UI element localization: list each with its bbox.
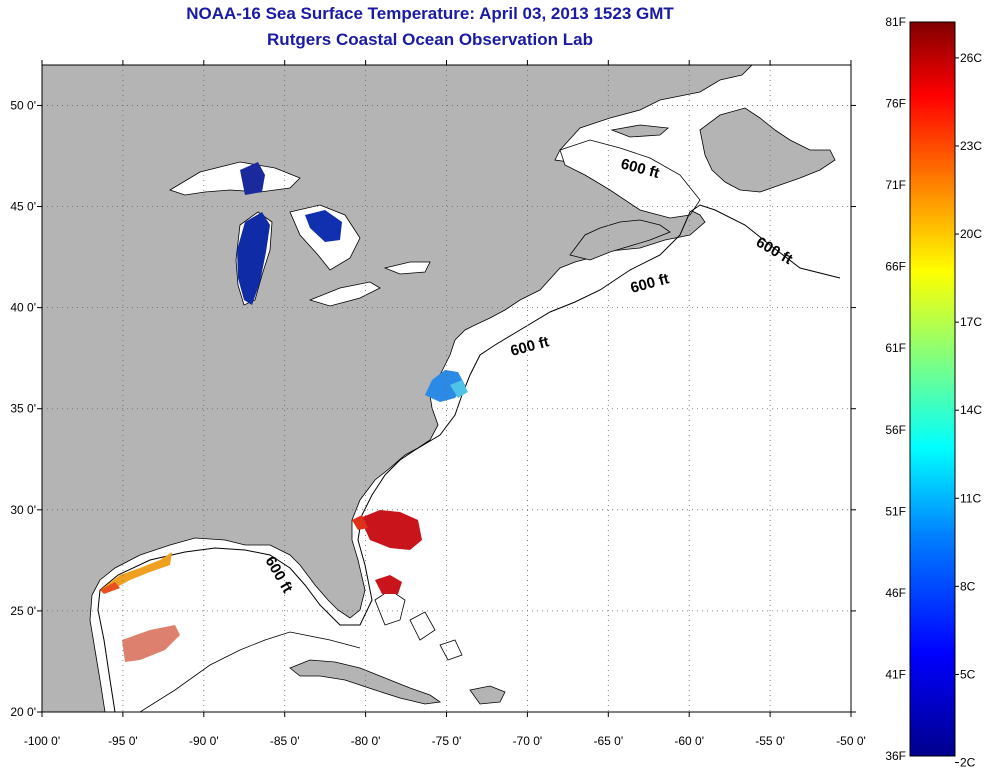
colorbar-f-label: 46F xyxy=(885,586,906,600)
colorbar-c-label: 14C xyxy=(960,403,982,417)
sst-patch-lake-huron xyxy=(305,210,342,242)
lon-tick-label: -50 0' xyxy=(836,734,866,748)
colorbar-f-label: 71F xyxy=(885,178,906,192)
lake-superior xyxy=(169,161,301,196)
sst-patch-chesapeake xyxy=(425,370,468,402)
colorbar xyxy=(909,21,956,757)
lon-tick-label: -60 0' xyxy=(674,734,704,748)
latitude-axis: 20 0' 25 0' 30 0' 35 0' 40 0' 45 0' 50 0' xyxy=(10,98,856,719)
colorbar-c-label: 23C xyxy=(960,139,982,153)
hispaniola xyxy=(469,685,506,705)
colorbar-c-label: 8C xyxy=(960,579,976,593)
lon-tick-label: -100 0' xyxy=(24,734,60,748)
map-subtitle: Rutgers Coastal Ocean Observation Lab xyxy=(267,30,593,49)
lon-tick-label: -80 0' xyxy=(351,734,381,748)
lon-tick-label: -85 0' xyxy=(270,734,300,748)
colorbar-f-label: 66F xyxy=(885,260,906,274)
lake-ontario xyxy=(383,261,431,275)
colorbar-c-label: 17C xyxy=(960,315,982,329)
lon-tick-label: -90 0' xyxy=(189,734,219,748)
lat-tick-label: 45 0' xyxy=(10,200,36,214)
colorbar-fahrenheit-labels: 81F 76F 71F 66F 61F 56F 51F 46F 41F 36F xyxy=(885,15,906,763)
lat-tick-label: 35 0' xyxy=(10,402,36,416)
colorbar-c-label: 2C xyxy=(960,756,976,770)
sst-patch-gulf-coast xyxy=(100,552,172,594)
sst-patch-atlantic-north xyxy=(352,510,422,550)
colorbar-f-label: 36F xyxy=(885,749,906,763)
colorbar-f-label: 61F xyxy=(885,341,906,355)
lon-tick-label: -95 0' xyxy=(108,734,138,748)
sst-patch-lake-superior xyxy=(240,162,265,195)
colorbar-c-label: 5C xyxy=(960,667,976,681)
sst-patch-atlantic-south xyxy=(375,575,402,594)
newfoundland xyxy=(699,107,836,193)
sst-patch-lake-michigan xyxy=(237,212,270,305)
nova-scotia xyxy=(569,219,671,261)
lon-tick-label: -75 0' xyxy=(432,734,462,748)
gulf-of-st-lawrence xyxy=(559,139,701,219)
cuba xyxy=(289,659,442,705)
lat-tick-label: 40 0' xyxy=(10,301,36,315)
colorbar-celsius-labels: 26C 23C 20C 17C 14C 11C 8C 5C 2C xyxy=(955,51,982,770)
isobath-600ft-gulf-inner xyxy=(139,631,361,712)
colorbar-f-label: 51F xyxy=(885,504,906,518)
lake-erie xyxy=(308,281,381,307)
sst-patch-gulf-south xyxy=(122,625,180,662)
colorbar-f-label: 76F xyxy=(885,97,906,111)
isobath-600ft xyxy=(97,204,841,712)
lon-tick-label: -65 0' xyxy=(593,734,623,748)
anticosti-island xyxy=(610,124,669,138)
lat-tick-label: 50 0' xyxy=(10,98,36,112)
colorbar-f-label: 81F xyxy=(885,15,906,29)
lat-tick-label: 25 0' xyxy=(10,604,36,618)
colorbar-c-label: 20C xyxy=(960,227,982,241)
colorbar-f-label: 56F xyxy=(885,423,906,437)
lon-tick-label: -70 0' xyxy=(513,734,543,748)
colorbar-f-label: 41F xyxy=(885,667,906,681)
map-title: NOAA-16 Sea Surface Temperature: April 0… xyxy=(186,4,674,23)
lon-tick-label: -55 0' xyxy=(755,734,785,748)
longitude-axis: -100 0' -95 0' -90 0' -85 0' -80 0' -75 0' -70… xyxy=(24,60,866,748)
lat-tick-label: 20 0' xyxy=(10,705,36,719)
colorbar-c-label: 11C xyxy=(960,491,981,505)
colorbar-c-label: 26C xyxy=(960,51,982,65)
lat-tick-label: 30 0' xyxy=(10,503,36,517)
